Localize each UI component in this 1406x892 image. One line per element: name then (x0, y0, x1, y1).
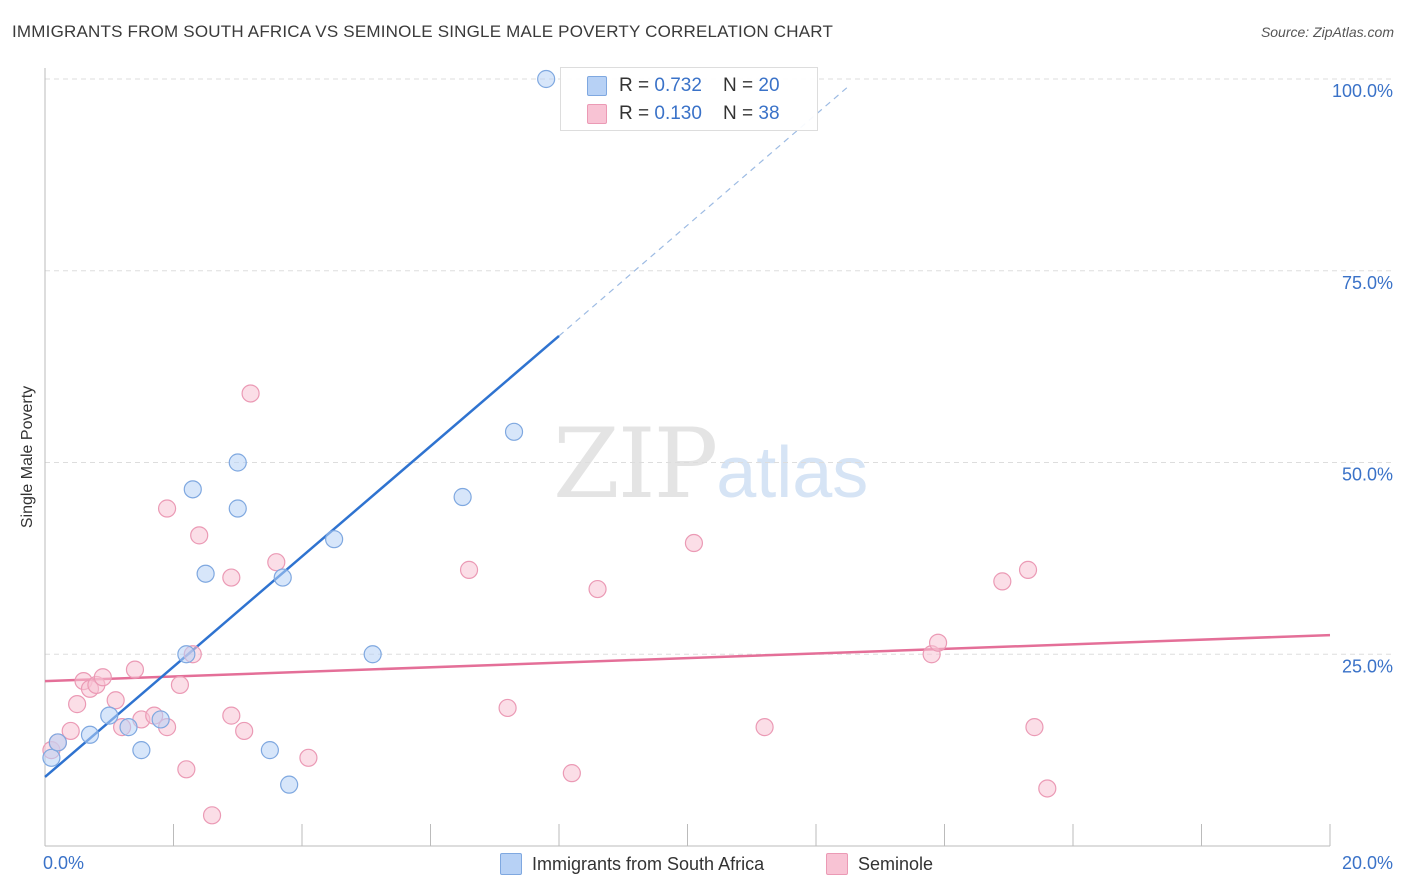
data-point-seminole (1018, 560, 1038, 579)
series-legend-item-seminole[interactable]: Seminole (826, 852, 933, 876)
legend-r-label: R = (619, 75, 655, 96)
data-point-seminole (755, 718, 774, 737)
data-point-south-africa (119, 718, 138, 737)
series-legend-label: Immigrants from South Africa (532, 853, 765, 874)
data-point-seminole (267, 553, 286, 572)
data-point-seminole (928, 633, 948, 652)
data-point-seminole (588, 579, 607, 599)
data-point-south-africa (48, 733, 67, 752)
data-point-seminole (106, 691, 125, 710)
data-point-seminole (459, 560, 479, 579)
data-point-seminole (241, 384, 260, 403)
data-point-south-africa (151, 710, 170, 729)
y-tick-label: 50.0% (1342, 465, 1393, 485)
data-point-south-africa (132, 741, 151, 760)
data-point-seminole (202, 806, 222, 825)
legend-swatch-blue (587, 76, 607, 96)
legend-n-value: 38 (758, 103, 780, 124)
data-point-south-africa (42, 748, 61, 767)
data-point-seminole (1025, 718, 1044, 737)
data-point-south-africa (177, 645, 196, 664)
data-point-south-africa (363, 645, 382, 664)
data-point-seminole (684, 533, 704, 553)
data-point-south-africa (537, 69, 556, 89)
data-point-south-africa (504, 422, 524, 441)
data-point-seminole (177, 760, 196, 779)
data-point-seminole (222, 568, 241, 587)
y-tick-label: 25.0% (1342, 656, 1393, 676)
data-point-south-africa (100, 706, 119, 725)
legend-n-label: N = (723, 75, 759, 96)
x-tick-label: 0.0% (43, 853, 84, 873)
data-point-seminole (222, 706, 241, 725)
legend-text-south-africa: R = 0.732 N = 20 (619, 75, 780, 97)
data-point-seminole (61, 721, 80, 741)
series-swatch-pink (826, 853, 848, 875)
data-point-seminole (125, 660, 145, 679)
trendline-south-africa (44, 334, 560, 778)
series-swatch-blue (500, 853, 522, 875)
data-point-south-africa (325, 530, 344, 549)
data-point-seminole (993, 572, 1012, 591)
chart-title: IMMIGRANTS FROM SOUTH AFRICA VS SEMINOLE… (12, 22, 834, 41)
data-point-seminole (190, 526, 209, 545)
legend-r-value: 0.130 (654, 103, 702, 124)
data-point-seminole (68, 695, 87, 714)
legend-text-seminole: R = 0.130 N = 38 (619, 103, 780, 125)
watermark: ZIPatlas (553, 408, 868, 520)
trendline-south-africa-extension (558, 86, 849, 337)
data-point-south-africa (80, 725, 100, 744)
data-point-seminole (157, 499, 177, 518)
data-point-south-africa (196, 564, 215, 583)
trendline-seminole (44, 633, 1331, 683)
y-tick-label: 75.0% (1342, 273, 1393, 293)
data-point-seminole (235, 721, 254, 741)
data-point-south-africa (280, 775, 299, 794)
data-point-seminole (93, 668, 112, 687)
data-point-south-africa (183, 480, 202, 499)
data-point-south-africa (273, 568, 292, 587)
watermark-atlas: atlas (716, 433, 869, 513)
data-point-south-africa (260, 741, 279, 760)
data-point-seminole (170, 675, 190, 695)
data-point-seminole (1038, 779, 1057, 798)
data-point-seminole (498, 698, 517, 718)
legend-swatch-pink (587, 104, 607, 124)
data-point-south-africa (453, 487, 472, 507)
series-legend-label: Seminole (858, 853, 934, 874)
legend-n-label: N = (723, 103, 759, 124)
watermark-zip: ZIP (553, 408, 718, 520)
data-point-south-africa (228, 453, 247, 472)
y-tick-label: 100.0% (1332, 81, 1393, 101)
data-point-seminole (299, 748, 318, 767)
legend-r-value: 0.732 (654, 75, 702, 96)
legend-r-label: R = (619, 103, 655, 124)
data-point-south-africa (228, 499, 247, 518)
x-tick-label: 20.0% (1342, 853, 1393, 873)
legend-n-value: 20 (758, 75, 780, 96)
correlation-legend: R = 0.732 N = 20 R = 0.130 N = 38 (560, 67, 818, 131)
data-point-seminole (562, 764, 581, 783)
source-credit: Source: ZipAtlas.com (1260, 24, 1394, 40)
y-axis-label: Single Male Poverty (19, 385, 36, 529)
series-legend-item-south-africa[interactable]: Immigrants from South Africa (500, 852, 764, 876)
